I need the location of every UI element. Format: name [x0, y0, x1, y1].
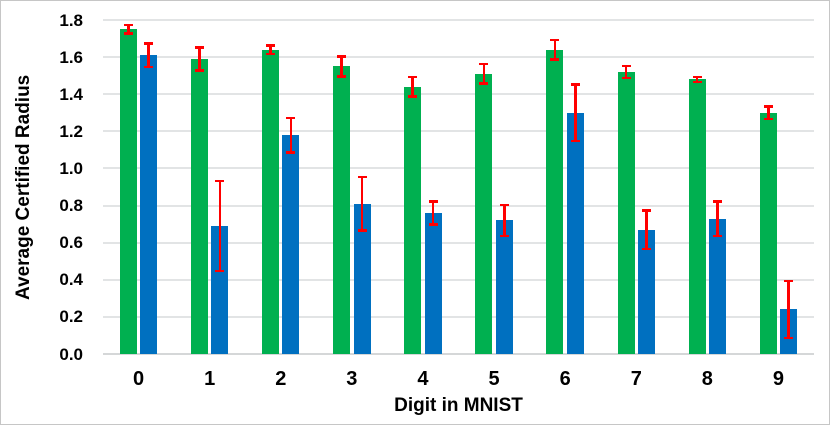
error-bar-stem [289, 116, 293, 154]
error-bar-green-digit-8 [692, 75, 702, 84]
error-bar-green-digit-3 [337, 55, 347, 78]
bar-green-digit-4 [404, 86, 422, 354]
error-bar-blue-digit-1 [215, 179, 225, 273]
error-bar-stem [431, 200, 435, 226]
error-bar-green-digit-6 [550, 38, 560, 61]
xtick-label-9: 9 [772, 368, 784, 390]
error-bar-stem [411, 75, 415, 98]
xtick-label-0: 0 [132, 368, 145, 390]
error-bar-blue-digit-5 [499, 203, 509, 238]
error-bar-stem [574, 83, 577, 143]
ytick-label-0.8: 0.8 [59, 196, 83, 216]
error-bar-green-digit-0 [123, 23, 133, 35]
error-bar-blue-digit-6 [570, 83, 580, 143]
gridline [103, 19, 814, 21]
bar-green-digit-6 [546, 49, 564, 354]
error-bar-stem [147, 42, 151, 69]
error-bar-blue-digit-9 [784, 279, 794, 340]
xtick-label-4: 4 [417, 368, 429, 390]
gridline [103, 278, 814, 281]
bar-blue-digit-5 [495, 220, 513, 354]
error-bar-stem [624, 64, 628, 80]
xtick-label-3: 3 [346, 368, 358, 390]
error-bar-green-digit-5 [479, 62, 489, 85]
ytick-label-1.8: 1.8 [59, 10, 83, 30]
ytick-label-0.4: 0.4 [59, 270, 83, 290]
bar-blue-digit-0 [140, 55, 158, 354]
error-bar-blue-digit-4 [428, 200, 438, 226]
bar-green-digit-3 [333, 66, 351, 354]
error-bar-stem [198, 46, 201, 72]
error-bar-blue-digit-0 [144, 42, 154, 69]
ytick-label-1.2: 1.2 [59, 121, 83, 141]
bar-green-digit-5 [475, 73, 493, 354]
error-bar-blue-digit-7 [641, 209, 651, 251]
x-axis-line [103, 353, 814, 355]
bar-blue-digit-6 [566, 112, 584, 354]
ytick-label-0.2: 0.2 [59, 307, 83, 327]
error-bar-stem [482, 62, 486, 85]
error-bar-stem [695, 75, 699, 84]
gridline [103, 167, 814, 170]
ytick-label-1.4: 1.4 [59, 84, 83, 104]
xtick-label-6: 6 [559, 368, 571, 390]
error-bar-blue-digit-3 [357, 175, 367, 232]
plot-area [103, 19, 814, 355]
xtick-label-7: 7 [630, 368, 642, 390]
error-bar-stem [127, 23, 130, 35]
ytick-label-1.0: 1.0 [59, 158, 83, 178]
xtick-label-1: 1 [204, 368, 216, 390]
error-bar-stem [645, 209, 648, 251]
error-bar-stem [218, 179, 222, 273]
ytick-label-0.6: 0.6 [59, 233, 83, 253]
gridline [103, 93, 814, 96]
error-bar-stem [787, 279, 790, 340]
bar-green-digit-8 [688, 79, 706, 354]
gridline [103, 315, 814, 318]
gridline [103, 204, 814, 207]
bar-green-digit-2 [262, 49, 280, 354]
ytick-label-1.6: 1.6 [59, 47, 83, 67]
xtick-label-5: 5 [488, 368, 500, 390]
error-bar-stem [766, 105, 770, 121]
gridline [103, 241, 814, 244]
bar-green-digit-7 [617, 71, 635, 354]
error-bar-blue-digit-2 [286, 116, 296, 154]
y-axis-tick-labels: 0.0 0.2 0.4 0.6 0.8 1.0 1.2 1.4 1.6 1.8 [1, 11, 83, 364]
bar-blue-digit-4 [424, 212, 442, 354]
error-bar-stem [269, 44, 272, 56]
error-bar-green-digit-9 [763, 105, 773, 121]
ytick-label-0.0: 0.0 [59, 344, 83, 364]
error-bar-green-digit-7 [621, 64, 631, 80]
error-bar-stem [360, 175, 364, 232]
bar-blue-digit-3 [353, 203, 371, 354]
gridline [103, 130, 814, 133]
bar-green-digit-0 [119, 29, 137, 354]
error-bar-stem [553, 38, 557, 61]
xtick-label-8: 8 [701, 368, 713, 390]
bar-blue-digit-7 [637, 229, 655, 354]
x-axis-tick-labels: 0 1 2 3 4 5 6 7 8 9 [103, 367, 814, 391]
bar-blue-digit-1 [211, 225, 229, 354]
bar-green-digit-9 [759, 112, 777, 354]
gridline [103, 56, 814, 59]
error-bar-stem [340, 55, 343, 78]
bar-green-digit-1 [190, 58, 208, 354]
x-axis-title: Digit in MNIST [394, 395, 523, 416]
error-bar-green-digit-2 [266, 44, 276, 56]
error-bar-green-digit-4 [408, 75, 418, 98]
error-bar-green-digit-1 [194, 46, 204, 72]
error-bar-blue-digit-8 [713, 200, 723, 238]
bar-blue-digit-8 [709, 218, 727, 354]
error-bar-stem [716, 200, 719, 238]
error-bar-stem [502, 203, 506, 238]
xtick-label-2: 2 [275, 368, 287, 390]
bar-blue-digit-2 [282, 135, 300, 354]
